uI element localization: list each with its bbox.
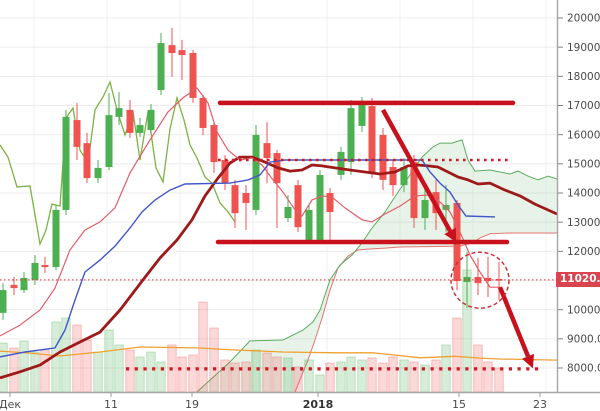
last-price-badge: 11020.0 — [556, 272, 600, 287]
candle — [62, 116, 70, 210]
candle — [105, 115, 113, 168]
candle — [147, 109, 155, 130]
candle — [199, 97, 207, 128]
candle — [136, 125, 144, 133]
candle — [178, 50, 186, 56]
candle — [495, 279, 503, 281]
candle — [410, 162, 418, 219]
time-tick-label: 23 — [533, 398, 547, 411]
main-ma-line — [0, 155, 558, 380]
price-tick-label: 18000.0 — [567, 71, 600, 83]
candles — [0, 27, 503, 320]
candle — [252, 134, 260, 210]
candle — [389, 167, 397, 186]
candle — [157, 43, 165, 91]
candle — [326, 193, 334, 212]
candle — [126, 109, 134, 133]
candle — [10, 284, 18, 289]
candle — [368, 106, 376, 172]
volume-ma-orange-line — [0, 346, 558, 361]
candle — [358, 102, 366, 126]
candle — [379, 134, 387, 180]
candle — [41, 265, 49, 268]
candle — [94, 167, 102, 179]
price-tick-label: 13000.0 — [567, 217, 600, 229]
time-tick-label: 19 — [185, 398, 199, 411]
candle — [400, 167, 408, 186]
candle — [31, 263, 39, 280]
price-tick-label: 19000.0 — [567, 42, 600, 54]
time-tick-label: 11 — [104, 398, 118, 411]
chikou-span-line — [0, 79, 236, 247]
candle — [115, 108, 123, 117]
candle — [231, 185, 239, 214]
time-tick-label: 2018 — [303, 398, 334, 411]
candle — [337, 151, 345, 175]
candle — [474, 277, 482, 284]
candle — [242, 193, 250, 203]
candle — [189, 53, 197, 98]
candle — [263, 143, 271, 158]
price-tick-label: 9000.0 — [567, 333, 600, 345]
candle — [294, 185, 302, 228]
time-tick-label: 15 — [452, 398, 466, 411]
candle — [73, 120, 81, 147]
candle — [316, 174, 324, 240]
price-tick-label: 8000.0 — [567, 363, 600, 375]
time-axis[interactable] — [0, 392, 557, 411]
grid-lines — [0, 0, 557, 392]
candle — [284, 207, 292, 219]
price-axis[interactable] — [557, 0, 600, 392]
candle — [52, 209, 60, 268]
highlight-circle[interactable] — [450, 251, 510, 309]
down-arrow-2-head — [522, 353, 534, 369]
price-tick-label: 16000.0 — [567, 129, 600, 141]
candle — [305, 209, 313, 240]
price-tick-label: 14000.0 — [567, 188, 600, 200]
down-arrow-2-shaft[interactable] — [497, 286, 531, 358]
time-tick-label: Дек — [0, 398, 21, 411]
ichimoku-cloud — [196, 139, 558, 393]
down-arrow-1-shaft[interactable] — [381, 108, 452, 233]
price-tick-label: 20000.0 — [567, 13, 600, 25]
candle — [83, 143, 91, 179]
kijun-sen-line — [0, 159, 496, 358]
candle — [221, 160, 229, 184]
candle — [421, 200, 429, 219]
candle — [210, 125, 218, 163]
volume-bars — [0, 269, 504, 393]
candle — [168, 45, 176, 53]
candle — [463, 277, 471, 282]
candle — [347, 108, 355, 163]
drawn-annotations[interactable] — [0, 100, 557, 371]
candle — [0, 290, 7, 313]
price-tick-label: 12000.0 — [567, 246, 600, 258]
candle — [20, 277, 28, 291]
down-arrow-1-head — [444, 227, 457, 243]
price-tick-label: 15000.0 — [567, 158, 600, 170]
price-tick-label: 10000.0 — [567, 304, 600, 316]
price-tick-label: 17000.0 — [567, 100, 600, 112]
